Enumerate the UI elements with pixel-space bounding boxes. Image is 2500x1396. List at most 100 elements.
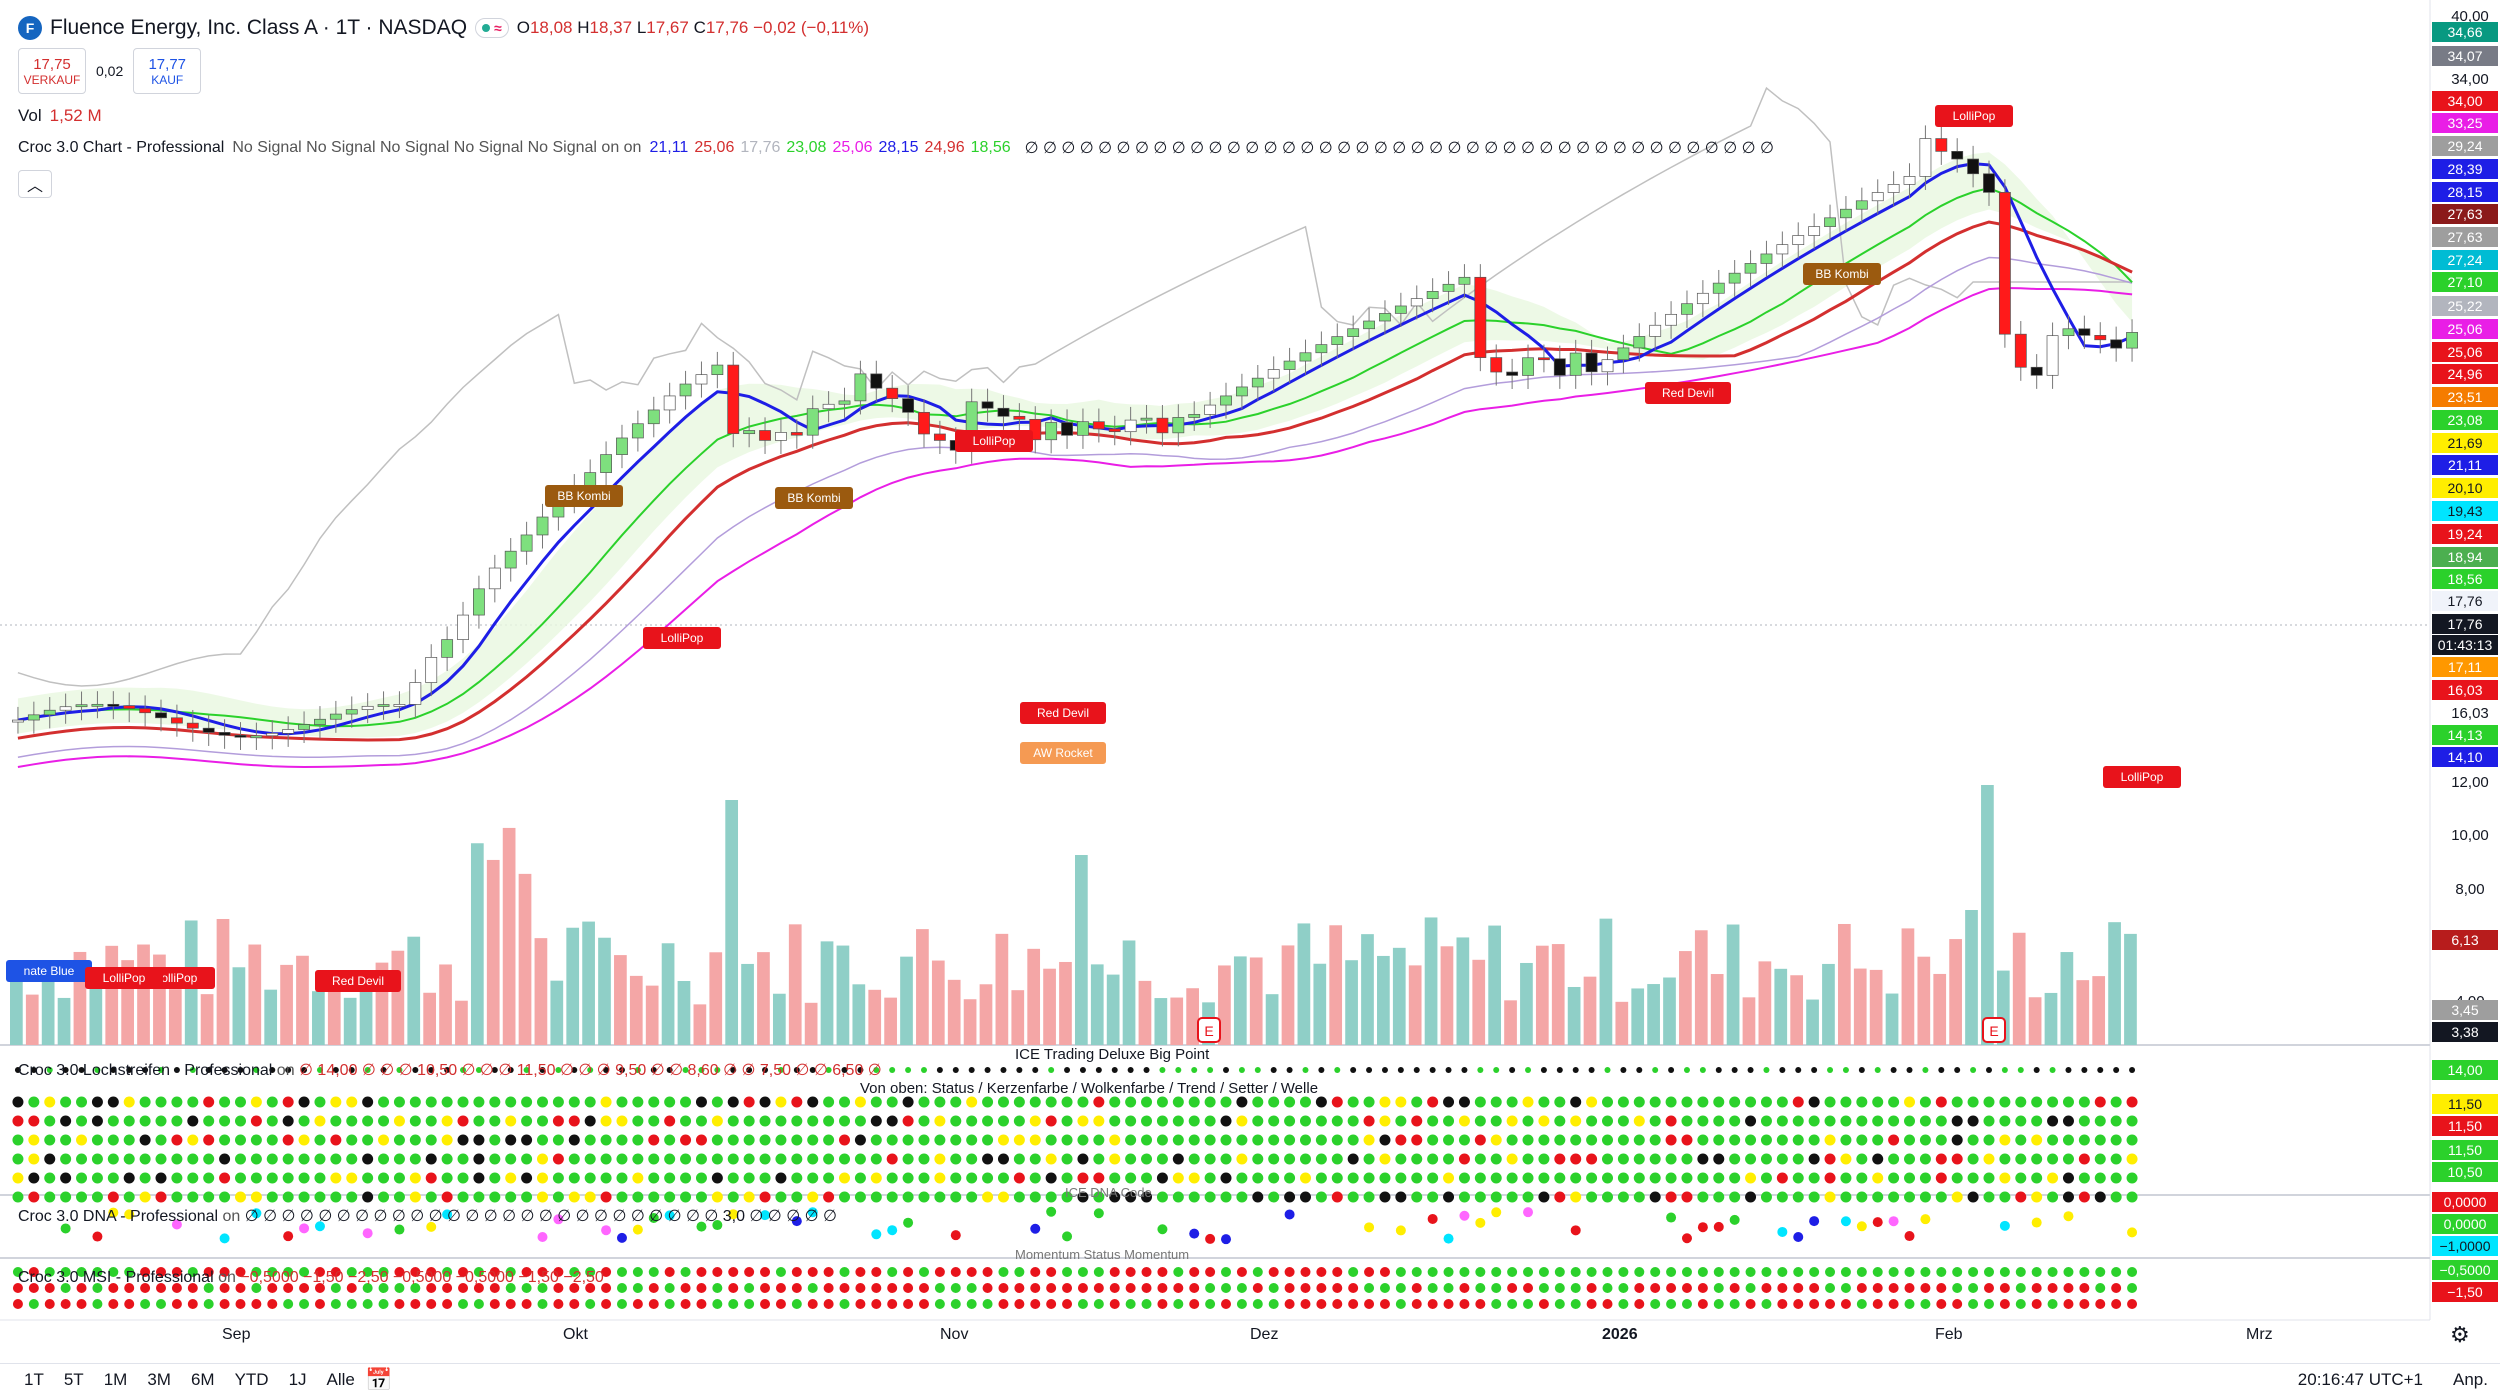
lochstreifen-dot <box>91 1134 103 1146</box>
msi-dot <box>728 1267 739 1277</box>
volume-legend[interactable]: Vol 1,52 M <box>18 106 102 125</box>
indicator-value: 28,15 <box>878 139 919 156</box>
timeframe-alle[interactable]: Alle <box>326 1370 355 1389</box>
lochstreifen-dot <box>1665 1191 1677 1203</box>
dna-legend[interactable]: Croc 3.0 DNA - Professional on ∅ ∅ ∅ ∅ ∅… <box>18 1208 837 1225</box>
lochstreifen-dot <box>632 1153 644 1165</box>
time-axis-label: Nov <box>940 1326 969 1343</box>
buy-button[interactable]: 17,77 KAUF <box>133 48 202 94</box>
lochstreifen-dot <box>886 1191 898 1203</box>
status-dot <box>14 1067 21 1073</box>
lochstreifen-dot <box>823 1191 835 1203</box>
lochstreifen-dot <box>409 1153 421 1165</box>
lochstreifen-dot <box>1951 1096 1963 1108</box>
symbol-title[interactable]: Fluence Energy, Inc. Class A · 1T · NASD… <box>50 16 468 39</box>
volume-bar <box>25 994 39 1045</box>
lochstreifen-dot <box>1220 1096 1232 1108</box>
lochstreifen-dot <box>1045 1134 1057 1146</box>
timeframe-1j[interactable]: 1J <box>288 1370 307 1389</box>
msi-dot <box>2079 1267 2090 1277</box>
status-dot <box>1938 1067 1945 1073</box>
lochstreifen-dot <box>155 1153 167 1165</box>
lochstreifen-dot <box>1506 1172 1518 1184</box>
status-dot <box>1779 1067 1786 1073</box>
msi-dot <box>1475 1283 1486 1293</box>
lochstreifen-dot <box>966 1172 978 1184</box>
sell-button[interactable]: 17,75 VERKAUF <box>18 48 86 94</box>
lochstreifen-dot <box>1061 1115 1073 1127</box>
price-badge-label: 17,11 <box>2448 659 2482 675</box>
msi-dot <box>330 1267 341 1277</box>
msi-dot <box>458 1283 469 1293</box>
msi-dot <box>442 1283 453 1293</box>
lochstreifen-dot <box>1776 1134 1788 1146</box>
dna-dot <box>1999 1220 2010 1231</box>
dna-dot <box>1491 1207 1502 1218</box>
lochstreifen-dot <box>1840 1153 1852 1165</box>
lochstreifen-dot <box>234 1172 246 1184</box>
lochstreifen-dot <box>2062 1115 2074 1127</box>
status-dot <box>1493 1067 1500 1073</box>
lochstreifen-dot <box>1411 1134 1423 1146</box>
signal-tag: BB Kombi <box>775 487 853 509</box>
timeframe-3m[interactable]: 3M <box>147 1370 171 1389</box>
lochstreifen-dot <box>219 1172 231 1184</box>
adjust-button[interactable]: Anp. <box>2453 1370 2488 1389</box>
msi-dot <box>1109 1267 1120 1277</box>
candle-body <box>1092 421 1105 430</box>
lochstreifen-dot <box>1236 1172 1248 1184</box>
market-status-pill[interactable]: ≈ <box>475 18 509 38</box>
timeframe-6m[interactable]: 6M <box>190 1370 215 1389</box>
lochstreifen-dot <box>2062 1153 2074 1165</box>
msi-dot <box>1300 1299 1311 1309</box>
lochstreifen-dot <box>1983 1153 1995 1165</box>
msi-dot <box>887 1283 898 1293</box>
lochstreifen-dot <box>1315 1191 1327 1203</box>
msi-dot <box>426 1299 437 1309</box>
volume-bar <box>582 921 595 1045</box>
msi-dot <box>632 1267 643 1277</box>
lochstreifen-dot <box>298 1096 310 1108</box>
price-badge <box>2432 296 2498 316</box>
lochstreifen-dot <box>568 1172 580 1184</box>
candle-body <box>1442 283 1455 292</box>
msi-dot <box>1284 1267 1295 1277</box>
gear-icon[interactable]: ⚙ <box>2450 1322 2470 1347</box>
candle-body <box>600 454 612 473</box>
lochstreifen-dot <box>1570 1153 1582 1165</box>
lochstreifen-dot <box>1252 1115 1264 1127</box>
dna-dot <box>171 1219 182 1230</box>
status-dot <box>1016 1067 1023 1073</box>
lochstreifen-legend[interactable]: Croc 3.0 Lochstreifen - Professional on … <box>18 1062 882 1079</box>
msi-dot <box>1300 1267 1311 1277</box>
price-badge-label: 17,76 <box>2447 616 2482 632</box>
subpanel-badge-label: 11,50 <box>2448 1118 2482 1134</box>
lochstreifen-dot <box>2031 1172 2043 1184</box>
status-dot <box>1715 1067 1722 1073</box>
timeframe-1t[interactable]: 1T <box>24 1370 44 1389</box>
croc-chart-legend[interactable]: Croc 3.0 Chart - Professional No Signal … <box>18 138 1774 158</box>
volume-bar <box>1472 959 1486 1045</box>
msi-dot <box>1650 1267 1661 1277</box>
calendar-range-icon[interactable]: 📅 <box>365 1367 393 1392</box>
timeframe-5t[interactable]: 5T <box>63 1370 84 1389</box>
clock[interactable]: 20:16:47 UTC+1 <box>2297 1370 2424 1389</box>
timeframe-ytd[interactable]: YTD <box>234 1370 269 1389</box>
candle-body <box>1140 417 1153 421</box>
msi-dot <box>1205 1283 1216 1293</box>
collapse-legend-button[interactable]: ︿ <box>18 170 52 198</box>
status-dot <box>539 1067 546 1073</box>
msi-dot <box>712 1283 723 1293</box>
msi-dot <box>680 1267 691 1277</box>
lochstreifen-dot <box>250 1134 262 1146</box>
volume-bar <box>1949 939 1962 1045</box>
msi-dot <box>2031 1299 2042 1309</box>
lochstreifen-dot <box>1268 1172 1280 1184</box>
lochstreifen-dot <box>314 1115 326 1127</box>
status-dot <box>1620 1067 1627 1073</box>
timeframe-1m[interactable]: 1M <box>103 1370 128 1389</box>
msi-legend[interactable]: Croc 3.0 MSI - Professional on −0,5000 −… <box>18 1269 604 1286</box>
lochstreifen-dot <box>1570 1191 1582 1203</box>
msi-dot <box>1904 1299 1915 1309</box>
